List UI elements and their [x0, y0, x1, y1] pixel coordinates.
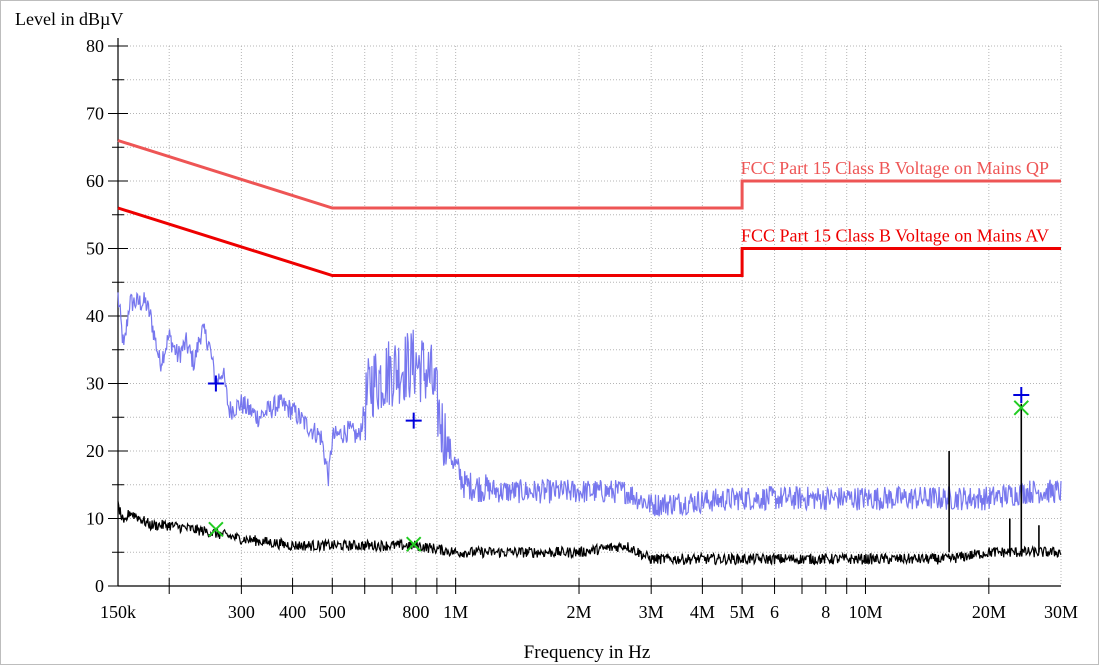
y-tick-label: 20	[86, 441, 104, 461]
x-tick-label: 8	[821, 602, 830, 622]
axes	[108, 38, 1061, 594]
av-marker	[208, 521, 224, 538]
qp-limit-line	[117, 139, 1061, 210]
x-tick-label: 10M	[848, 602, 882, 622]
av-trace	[117, 501, 1062, 566]
markers-layer	[207, 375, 1030, 552]
grid	[118, 45, 1062, 586]
x-tick-label: 150k	[100, 602, 136, 622]
x-tick-label: 300	[228, 602, 255, 622]
x-tick-label: 1M	[443, 602, 468, 622]
qp-marker	[405, 412, 422, 429]
x-tick-label: 800	[402, 602, 429, 622]
qp-marker	[207, 375, 224, 392]
qp-limit-label: FCC Part 15 Class B Voltage on Mains QP	[741, 158, 1049, 178]
qp-marker	[1013, 386, 1030, 403]
x-tick-label: 400	[279, 602, 306, 622]
x-tick-label: 500	[319, 602, 346, 622]
limit-lines-layer: FCC Part 15 Class B Voltage on Mains QP F…	[117, 139, 1061, 277]
series-layer	[117, 291, 1062, 566]
y-tick-label: 80	[86, 36, 104, 56]
y-tick-label: 60	[86, 171, 104, 191]
y-tick-label: 50	[86, 239, 104, 259]
y-tick-label: 0	[95, 576, 104, 596]
av-marker	[1013, 400, 1029, 416]
labels-layer: 0 10 20 30 40 50 60 70 80 150k 300 400 500 800 1M 2M 3M 4…	[86, 36, 1078, 622]
x-tick-label: 2M	[567, 602, 592, 622]
x-tick-label: 30M	[1044, 602, 1078, 622]
x-tick-label: 5M	[730, 602, 755, 622]
av-limit-line	[117, 206, 1061, 277]
y-tick-label: 10	[86, 509, 104, 529]
y-tick-label: 40	[86, 306, 104, 326]
x-tick-label: 3M	[639, 602, 664, 622]
qp-trace	[117, 291, 1062, 517]
y-axis-title: Level in dBµV	[15, 9, 123, 29]
x-axis-title: Frequency in Hz	[524, 642, 651, 663]
av-marker	[405, 536, 422, 552]
y-tick-label: 30	[86, 374, 104, 394]
y-tick-label: 70	[86, 104, 104, 124]
x-tick-label: 4M	[690, 602, 715, 622]
av-limit-label: FCC Part 15 Class B Voltage on Mains AV	[741, 226, 1049, 246]
x-tick-label: 20M	[972, 602, 1006, 622]
x-tick-label: 6	[770, 602, 779, 622]
